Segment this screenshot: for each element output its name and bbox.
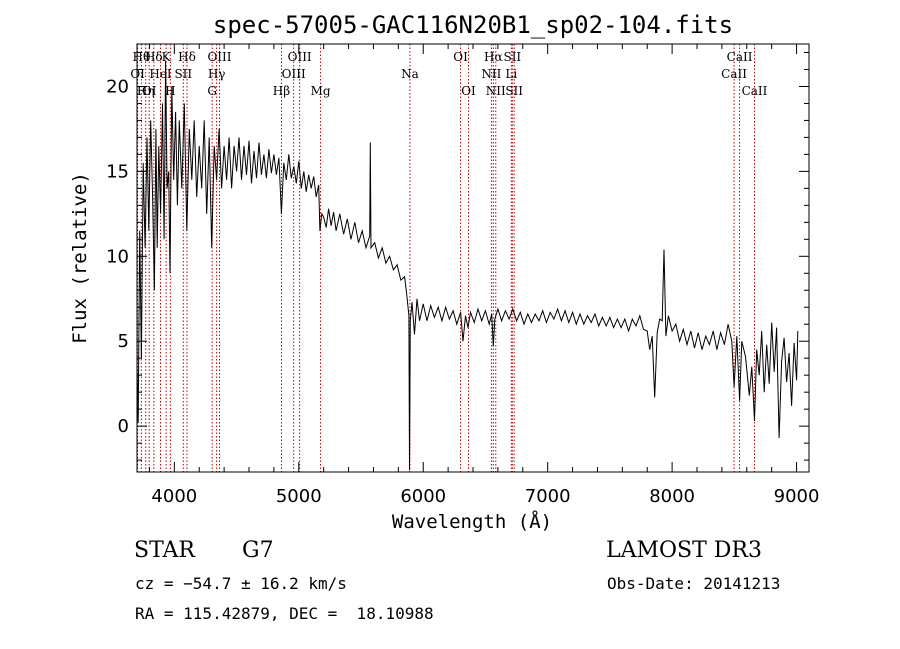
line-marker-label: CaII [727, 50, 753, 64]
redshift-readout: cz = −54.7 ± 16.2 km/s [135, 574, 347, 593]
x-axis-label: Wavelength (Å) [392, 510, 552, 533]
x-tick-label: 8000 [649, 486, 695, 507]
line-marker-label: Hδ [145, 50, 163, 64]
line-marker-label: NII [486, 84, 506, 98]
x-tick-label: 4000 [151, 486, 197, 507]
observation-date: Obs-Date: 20141213 [607, 574, 781, 593]
line-marker-label: CaII [721, 67, 747, 81]
line-marker-label: OIII [207, 50, 231, 64]
plot-frame [136, 43, 810, 473]
flux-series-line [136, 60, 799, 471]
object-class: STAR [134, 538, 195, 563]
emission-line-labels: OIHθHηOIHδHeIKHSIIHδGHγOIIIHβOIIIOIIIMgN… [130, 50, 767, 98]
line-marker-label: Na [401, 67, 419, 81]
line-marker-label: SII [505, 84, 523, 98]
line-marker-label: H [165, 84, 175, 98]
y-tick-label: 20 [106, 76, 129, 97]
y-tick-label: 10 [106, 246, 129, 267]
line-marker-label: Hγ [208, 67, 226, 81]
line-marker-label: OI [142, 84, 157, 98]
x-tick-label: 5000 [276, 486, 322, 507]
x-tick-label: 6000 [400, 486, 446, 507]
coordinates-readout: RA = 115.42879, DEC = 18.10988 [135, 604, 434, 623]
line-marker-label: CaII [742, 84, 768, 98]
y-axis-ticks: 0 5 10 15 20 [106, 51, 809, 461]
line-marker-label: OIII [288, 50, 312, 64]
x-tick-label: 9000 [774, 486, 820, 507]
emission-line-markers [137, 44, 755, 472]
line-marker-label: SII [174, 67, 192, 81]
line-marker-label: Hη [137, 84, 155, 98]
y-axis-label: Flux (relative) [69, 172, 91, 344]
line-marker-label: OI [461, 84, 476, 98]
y-tick-label: 0 [118, 416, 129, 437]
line-marker-label: Hβ [273, 84, 290, 98]
object-subclass: G7 [242, 538, 274, 563]
line-marker-label: OIII [282, 67, 306, 81]
line-marker-label: Hα [484, 50, 503, 64]
line-marker-label: Hδ [178, 50, 196, 64]
y-tick-label: 15 [106, 161, 129, 182]
line-marker-label: Mg [311, 84, 331, 98]
line-marker-label: G [207, 84, 217, 98]
x-tick-label: 7000 [525, 486, 571, 507]
line-marker-label: SII [503, 50, 521, 64]
line-marker-label: K [162, 50, 172, 64]
x-axis-ticks: 4000 5000 6000 7000 8000 9000 [148, 44, 820, 507]
line-marker-label: OI [453, 50, 468, 64]
line-marker-label: HeI [149, 67, 172, 81]
survey-name: LAMOST DR3 [606, 538, 762, 563]
line-marker-label: Li [505, 67, 517, 81]
chart-title: spec-57005-GAC116N20B1_sp02-104.fits [213, 11, 733, 39]
line-marker-label: OI [130, 67, 145, 81]
y-tick-label: 5 [118, 331, 129, 352]
line-marker-label: NII [481, 67, 501, 81]
